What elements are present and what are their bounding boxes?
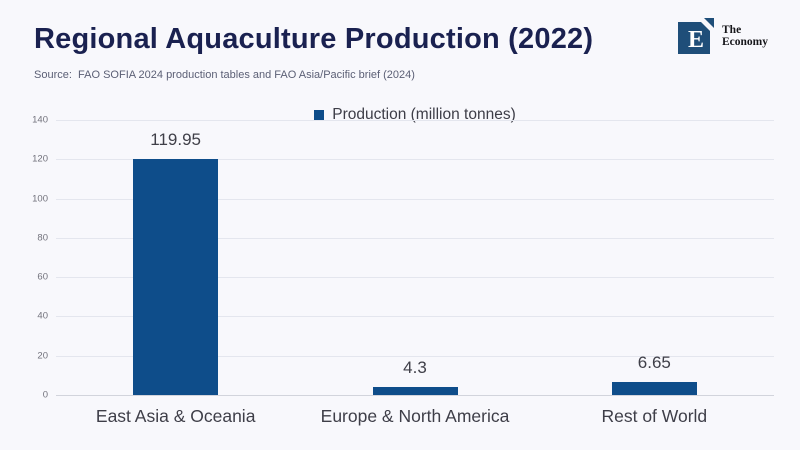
svg-text:E: E (688, 27, 704, 53)
source-note: Source: FAO SOFIA 2024 production tables… (34, 69, 415, 81)
x-axis-category-label: Rest of World (601, 406, 708, 426)
page-title: Regional Aquaculture Production (2022) (34, 23, 594, 55)
bar-value-label: 6.65 (637, 352, 671, 372)
y-axis-tick-label: 140 (32, 114, 48, 126)
bar-rest-of-world (611, 381, 697, 395)
y-axis-tick-label: 40 (37, 310, 48, 322)
y-axis-tick-label: 20 (37, 350, 48, 362)
legend-swatch-icon (314, 110, 325, 120)
y-axis-tick-label: 0 (42, 389, 48, 401)
logo-wordmark: The Economy (722, 24, 768, 48)
logo-wordmark-line1: The (722, 24, 742, 36)
x-axis-category-label: Europe & North America (320, 406, 510, 426)
y-axis-tick-label: 60 (37, 271, 48, 283)
y-axis-tick-label: 120 (32, 153, 48, 165)
gridline (56, 120, 774, 121)
gridline (56, 159, 774, 161)
brand-logo: E The Economy (678, 18, 768, 54)
plot-area: 119.95 4.3 6.65 (56, 120, 774, 396)
x-axis-category-label: East Asia & Oceania (95, 406, 256, 426)
y-axis-tick-label: 100 (32, 193, 48, 205)
chart-legend: Production (million tonnes) (56, 106, 774, 124)
gridline (56, 277, 774, 279)
x-axis: East Asia & Oceania Europe & North Americ… (56, 406, 774, 432)
gridline (56, 237, 774, 239)
logo-e-icon: E (678, 18, 714, 54)
gridline (56, 198, 774, 200)
y-axis: 0 20 40 60 80 100 120 140 (0, 115, 48, 401)
bar-value-label: 4.3 (403, 357, 427, 377)
gridline (56, 316, 774, 318)
bar-east-asia-oceania (133, 159, 219, 395)
bar-value-label: 119.95 (150, 130, 202, 150)
x-axis-line (56, 395, 774, 396)
y-axis-tick-label: 80 (37, 232, 48, 244)
bar-europe-north-america (372, 386, 458, 395)
gridline (56, 355, 774, 357)
logo-wordmark-line2: Economy (722, 36, 768, 48)
legend-label: Production (million tonnes) (332, 106, 516, 123)
